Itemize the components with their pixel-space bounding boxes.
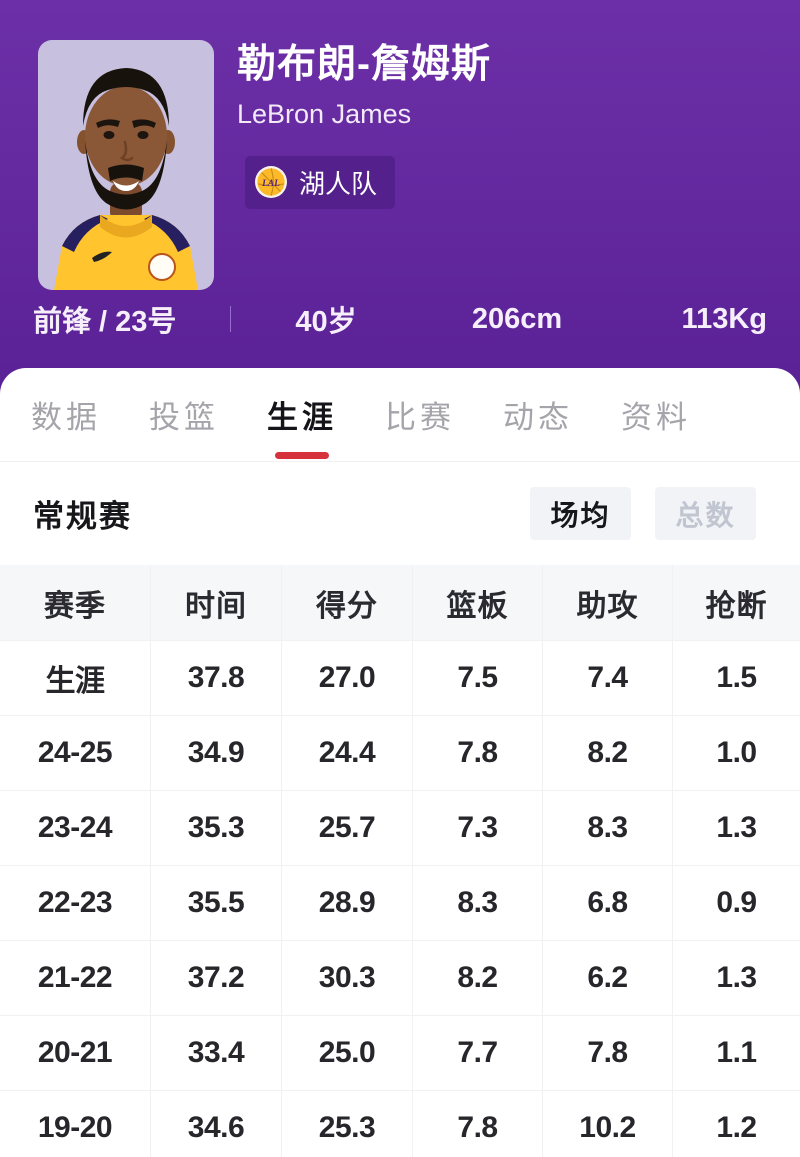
toggle-totals[interactable]: 总数 xyxy=(655,487,756,540)
player-info-row: 前锋 / 23号 40岁 206cm 113Kg xyxy=(0,296,800,342)
lakers-logo-text: LAL xyxy=(261,179,280,189)
stat-cell: 6.8 xyxy=(542,866,672,940)
table-row: 21-22 37.2 30.3 8.2 6.2 1.3 xyxy=(0,940,800,1015)
stat-cell: 27.0 xyxy=(281,641,412,715)
stat-cell: 7.4 xyxy=(542,641,672,715)
season-cell: 24-25 xyxy=(37,736,113,769)
col-minutes: 时间 xyxy=(150,565,281,640)
table-row: 23-24 35.3 25.7 7.3 8.3 1.3 xyxy=(0,790,800,865)
stat-cell: 7.7 xyxy=(412,1016,542,1090)
tab-data[interactable]: 数据 xyxy=(31,400,101,435)
team-chip[interactable]: LAL 湖人队 xyxy=(245,155,396,209)
col-steals: 抢断 xyxy=(672,565,800,640)
stat-cell: 7.3 xyxy=(412,791,542,865)
info-weight: 113Kg xyxy=(681,302,767,335)
table-header-row: 赛季 时间 得分 篮板 助攻 抢断 xyxy=(0,565,800,640)
stat-cell: 35.3 xyxy=(150,791,281,865)
info-height: 206cm xyxy=(471,302,563,335)
stat-cell: 1.3 xyxy=(672,941,800,1015)
stat-cell: 1.0 xyxy=(672,716,800,790)
player-identity: 勒布朗-詹姆斯 LeBron James LAL 湖人队 xyxy=(237,42,491,209)
stat-cell: 25.3 xyxy=(281,1091,412,1157)
stat-cell: 8.3 xyxy=(412,866,542,940)
stat-cell: 7.5 xyxy=(412,641,542,715)
stat-cell: 1.3 xyxy=(672,791,800,865)
stat-cell: 7.8 xyxy=(412,716,542,790)
stat-cell: 1.2 xyxy=(672,1091,800,1157)
stat-cell: 6.2 xyxy=(542,941,672,1015)
stat-cell: 35.5 xyxy=(150,866,281,940)
tab-bar: 数据 投篮 生涯 比赛 动态 资料 xyxy=(0,368,800,462)
season-cell: 21-22 xyxy=(37,961,113,994)
tab-profile[interactable]: 资料 xyxy=(621,400,691,435)
tab-shooting[interactable]: 投篮 xyxy=(149,400,219,435)
stat-cell: 1.1 xyxy=(672,1016,800,1090)
stat-cell: 30.3 xyxy=(281,941,412,1015)
table-row: 24-25 34.9 24.4 7.8 8.2 1.0 xyxy=(0,715,800,790)
stat-cell: 25.7 xyxy=(281,791,412,865)
col-season: 赛季 xyxy=(44,589,106,623)
team-name: 湖人队 xyxy=(299,168,378,199)
info-position-number: 前锋 / 23号 xyxy=(33,306,177,338)
table-row: 19-20 34.6 25.3 7.8 10.2 1.2 xyxy=(0,1090,800,1157)
col-points: 得分 xyxy=(281,565,412,640)
info-age: 40岁 xyxy=(295,306,357,338)
stat-cell: 33.4 xyxy=(150,1016,281,1090)
stat-cell: 24.4 xyxy=(281,716,412,790)
table-row: 20-21 33.4 25.0 7.7 7.8 1.1 xyxy=(0,1015,800,1090)
stat-cell: 37.2 xyxy=(150,941,281,1015)
tab-career[interactable]: 生涯 xyxy=(267,392,337,437)
stat-cell: 1.5 xyxy=(672,641,800,715)
player-photo xyxy=(38,40,214,290)
stat-cell: 28.9 xyxy=(281,866,412,940)
table-row: 22-23 35.5 28.9 8.3 6.8 0.9 xyxy=(0,865,800,940)
tab-games[interactable]: 比赛 xyxy=(385,400,455,435)
stat-cell: 7.8 xyxy=(542,1016,672,1090)
table-row-career: 生涯 37.8 27.0 7.5 7.4 1.5 xyxy=(0,640,800,715)
section-header: 常规赛 场均 总数 xyxy=(0,462,800,565)
tab-news[interactable]: 动态 xyxy=(503,400,573,435)
stat-cell: 8.2 xyxy=(412,941,542,1015)
season-cell: 20-21 xyxy=(37,1036,113,1069)
stat-cell: 10.2 xyxy=(542,1091,672,1157)
col-rebounds: 篮板 xyxy=(412,565,542,640)
col-assists: 助攻 xyxy=(542,565,672,640)
stat-cell: 34.6 xyxy=(150,1091,281,1157)
season-cell: 生涯 xyxy=(45,665,106,698)
stat-cell: 34.9 xyxy=(150,716,281,790)
player-portrait-illustration xyxy=(54,68,198,290)
section-title: 常规赛 xyxy=(33,499,132,534)
stat-cell: 37.8 xyxy=(150,641,281,715)
content-card: 数据 投篮 生涯 比赛 动态 资料 常规赛 场均 总数 赛季 时间 得分 篮板 … xyxy=(0,368,800,1157)
season-cell: 22-23 xyxy=(37,886,113,919)
season-cell: 23-24 xyxy=(37,811,113,844)
player-header: 勒布朗-詹姆斯 LeBron James LAL 湖人队 前锋 / 23号 40… xyxy=(0,0,800,394)
toggle-per-game[interactable]: 场均 xyxy=(530,487,631,540)
stat-cell: 25.0 xyxy=(281,1016,412,1090)
player-name-cn: 勒布朗-詹姆斯 xyxy=(237,43,491,86)
info-divider xyxy=(230,306,231,332)
season-cell: 19-20 xyxy=(37,1111,113,1144)
stat-cell: 7.8 xyxy=(412,1091,542,1157)
lakers-logo-icon: LAL xyxy=(255,166,287,199)
stat-cell: 8.2 xyxy=(542,716,672,790)
stats-table: 赛季 时间 得分 篮板 助攻 抢断 生涯 37.8 27.0 7.5 7.4 1… xyxy=(0,565,800,1157)
stat-cell: 8.3 xyxy=(542,791,672,865)
stat-mode-toggle-group: 场均 总数 xyxy=(530,487,756,540)
player-name-en: LeBron James xyxy=(237,98,412,129)
stat-cell: 0.9 xyxy=(672,866,800,940)
